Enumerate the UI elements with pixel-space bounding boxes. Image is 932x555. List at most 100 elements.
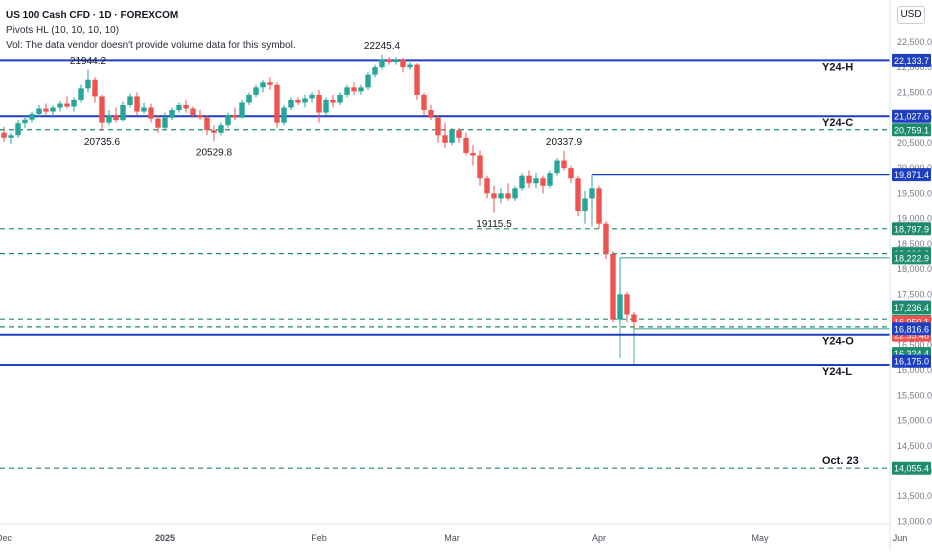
candle-body[interactable]: [197, 115, 203, 118]
candle-body[interactable]: [8, 135, 14, 138]
candle-body[interactable]: [295, 99, 301, 103]
price-badge-label: 18,222.9: [894, 253, 929, 263]
candle-body[interactable]: [512, 188, 518, 199]
candle-body[interactable]: [288, 99, 294, 108]
candle-body[interactable]: [575, 178, 581, 212]
candle-body[interactable]: [260, 82, 266, 88]
candle-body[interactable]: [617, 294, 623, 320]
candle-body[interactable]: [610, 253, 616, 320]
candle-body[interactable]: [449, 130, 455, 143]
candle-body[interactable]: [323, 99, 329, 113]
candle-body[interactable]: [533, 178, 539, 184]
candle-body[interactable]: [442, 135, 448, 143]
candle-body[interactable]: [407, 64, 413, 68]
candle-body[interactable]: [155, 118, 161, 128]
candle-body[interactable]: [386, 59, 392, 63]
candle-body[interactable]: [337, 94, 343, 103]
candle-body[interactable]: [589, 188, 595, 199]
candle-body[interactable]: [554, 160, 560, 174]
candle-body[interactable]: [71, 99, 77, 107]
candle-body[interactable]: [561, 160, 567, 169]
candle-body[interactable]: [22, 119, 28, 124]
candle-body[interactable]: [43, 108, 49, 112]
candle-body[interactable]: [631, 314, 637, 323]
candle-body[interactable]: [624, 294, 630, 315]
candle-body[interactable]: [372, 67, 378, 75]
candle-body[interactable]: [484, 178, 490, 194]
candle-body[interactable]: [78, 88, 84, 100]
pivots-indicator-label[interactable]: Pivots HL (10, 10, 10, 10): [6, 25, 120, 36]
candle-body[interactable]: [568, 168, 574, 179]
candle-body[interactable]: [456, 130, 462, 138]
candle-body[interactable]: [204, 117, 210, 131]
candle-body[interactable]: [64, 103, 70, 107]
candle-body[interactable]: [148, 107, 154, 119]
candle-body[interactable]: [491, 193, 497, 199]
candle-body[interactable]: [547, 173, 553, 186]
candle-body[interactable]: [470, 152, 476, 156]
candle-body[interactable]: [274, 84, 280, 123]
candle-body[interactable]: [414, 64, 420, 95]
candle-body[interactable]: [330, 99, 336, 103]
candle-body[interactable]: [421, 94, 427, 111]
candle-body[interactable]: [351, 87, 357, 92]
candle-body[interactable]: [393, 59, 399, 63]
candle-body[interactable]: [50, 107, 56, 112]
candle-body[interactable]: [365, 74, 371, 88]
time-tick-label: 2025: [155, 533, 175, 543]
candle-body[interactable]: [99, 96, 105, 123]
volume-indicator-label[interactable]: Vol: The data vendor doesn't provide vol…: [6, 40, 296, 51]
candle-body[interactable]: [225, 115, 231, 126]
candle-body[interactable]: [162, 117, 168, 128]
candle-body[interactable]: [344, 87, 350, 95]
candle-body[interactable]: [169, 110, 175, 118]
candle-body[interactable]: [176, 105, 182, 111]
candle-body[interactable]: [309, 94, 315, 99]
candle-body[interactable]: [218, 125, 224, 133]
candle-body[interactable]: [190, 108, 196, 116]
candle-body[interactable]: [526, 175, 532, 184]
candle-body[interactable]: [134, 96, 140, 112]
candle-body[interactable]: [302, 98, 308, 103]
candle-body[interactable]: [36, 108, 42, 115]
candle-body[interactable]: [106, 115, 112, 123]
candle-body[interactable]: [141, 107, 147, 112]
candle-body[interactable]: [400, 59, 406, 68]
candle-body[interactable]: [239, 102, 245, 118]
candle-body[interactable]: [379, 59, 385, 68]
candle-body[interactable]: [15, 123, 21, 136]
candle-body[interactable]: [463, 137, 469, 153]
price-badge-label: 22,133.7: [894, 56, 929, 66]
candle-body[interactable]: [428, 110, 434, 118]
candle-body[interactable]: [519, 175, 525, 189]
candle-body[interactable]: [29, 114, 35, 120]
candle-body[interactable]: [1, 132, 7, 138]
candle-body[interactable]: [113, 115, 119, 121]
candle-body[interactable]: [281, 107, 287, 123]
candle-body[interactable]: [477, 155, 483, 179]
candle-body[interactable]: [127, 96, 133, 106]
candle-body[interactable]: [498, 193, 504, 199]
candle-body[interactable]: [57, 103, 63, 108]
candle-body[interactable]: [183, 105, 189, 109]
candle-body[interactable]: [582, 198, 588, 212]
price-axis[interactable]: [890, 0, 932, 550]
candle-body[interactable]: [316, 94, 322, 113]
candle-body[interactable]: [603, 223, 609, 254]
candle-body[interactable]: [246, 94, 252, 103]
candle-body[interactable]: [358, 87, 364, 92]
candle-body[interactable]: [92, 79, 98, 97]
candle-body[interactable]: [596, 188, 602, 224]
candle-body[interactable]: [435, 117, 441, 136]
candle-body[interactable]: [253, 87, 259, 95]
candle-body[interactable]: [232, 115, 238, 118]
candle-body[interactable]: [211, 130, 217, 133]
currency-button[interactable]: USD: [897, 6, 925, 24]
candle-body[interactable]: [540, 178, 546, 186]
candle-body[interactable]: [85, 79, 91, 89]
candle-body[interactable]: [267, 82, 273, 85]
candle-body[interactable]: [120, 105, 126, 121]
candle-body[interactable]: [505, 193, 511, 199]
